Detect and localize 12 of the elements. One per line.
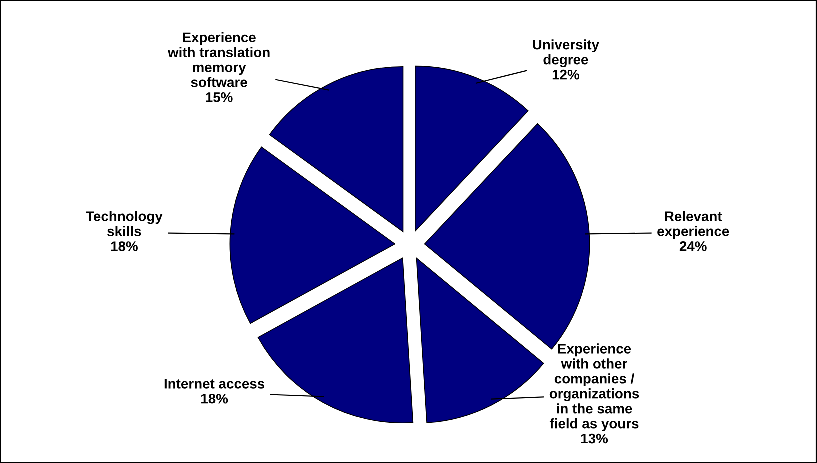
data-label: 15% (206, 92, 233, 102)
slice-label: University degree (533, 40, 600, 68)
data-label: 13% (581, 434, 608, 444)
slice-label: Technology skills (86, 211, 163, 236)
data-label: 18% (111, 242, 138, 252)
data-label: 24% (680, 242, 707, 252)
slice-label: Experience with translation memory software (168, 32, 270, 88)
slice-label: Internet access (164, 379, 265, 389)
data-label: 18% (202, 394, 228, 404)
slice-label: Experience with other companies / organizations in the same field as yours (550, 344, 640, 432)
slice-label: Relevant experience (658, 211, 730, 240)
data-label: 12% (552, 70, 580, 80)
